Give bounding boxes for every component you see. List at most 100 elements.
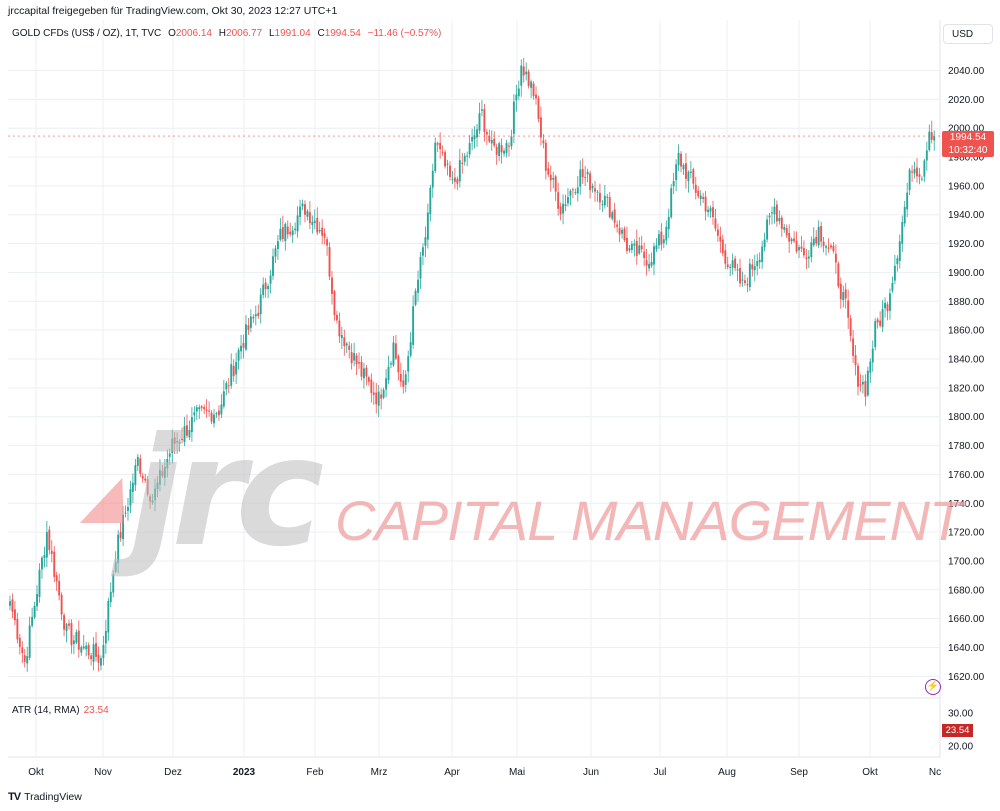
y-tick-label: 1900.00 xyxy=(948,268,985,279)
candle-body xyxy=(178,441,181,444)
candle-body xyxy=(726,264,729,268)
candle-body xyxy=(122,514,125,540)
candle-body xyxy=(68,623,70,626)
candle-body xyxy=(925,150,928,161)
candle-body xyxy=(581,169,584,178)
candle-body xyxy=(168,453,171,457)
candle-body xyxy=(707,209,710,213)
candle-body xyxy=(407,356,410,372)
x-tick-label: Okt xyxy=(28,767,44,778)
candle-body xyxy=(210,412,213,422)
lightning-icon[interactable]: ⚡ xyxy=(925,679,941,695)
candle-body xyxy=(222,391,225,407)
candle-body xyxy=(451,179,454,181)
candle-body xyxy=(535,94,537,99)
x-tick-label: Mrz xyxy=(371,767,388,778)
candle-body xyxy=(48,529,51,551)
candle-body xyxy=(419,257,422,279)
atr-legend[interactable]: ATR (14, RMA) 23.54 xyxy=(12,705,109,716)
legend-high-key: H xyxy=(218,28,227,39)
candle-body xyxy=(195,407,198,412)
candle-body xyxy=(385,378,388,390)
candle-body xyxy=(350,352,353,364)
watermark-brand: jrc xyxy=(130,406,324,580)
candle-body xyxy=(215,413,218,415)
candle-body xyxy=(687,172,690,182)
candle-body xyxy=(95,643,97,657)
candle-body xyxy=(495,146,498,155)
candle-body xyxy=(230,364,233,386)
x-tick-label: Dez xyxy=(164,767,182,778)
candle-body xyxy=(584,176,587,178)
candle-body xyxy=(780,217,783,229)
candle-body xyxy=(321,227,324,236)
candle-body xyxy=(299,206,301,217)
candle-body xyxy=(906,192,909,210)
candle-body xyxy=(908,169,911,191)
x-tick-label: Okt xyxy=(862,767,878,778)
candle-body xyxy=(508,145,510,147)
candle-body xyxy=(498,143,501,157)
candle-body xyxy=(23,655,26,662)
footer-branding[interactable]: TV TradingView xyxy=(8,791,82,803)
candle-body xyxy=(478,113,481,131)
candle-body xyxy=(296,215,299,232)
candle-body xyxy=(471,136,474,142)
candle-body xyxy=(866,370,869,396)
candle-body xyxy=(335,314,338,321)
candle-body xyxy=(554,176,557,192)
currency-button[interactable]: USD xyxy=(943,24,993,44)
x-tick-label: Aug xyxy=(718,767,736,778)
candle-body xyxy=(655,245,658,250)
candle-body xyxy=(913,169,916,174)
candle-body xyxy=(628,248,631,251)
candle-body xyxy=(41,557,43,570)
candle-body xyxy=(43,555,46,559)
candle-body xyxy=(60,594,63,615)
candle-body xyxy=(259,294,262,315)
candle-body xyxy=(761,246,764,263)
candle-body xyxy=(117,534,120,564)
candle-body xyxy=(441,151,444,153)
symbol-name[interactable]: GOLD CFDs (US$ / OZ), 1T, TVC xyxy=(12,28,162,39)
candle-body xyxy=(163,466,166,478)
candle-body xyxy=(699,195,702,199)
candle-body xyxy=(409,342,412,356)
candle-body xyxy=(544,142,547,171)
y-tick-label: 1800.00 xyxy=(948,412,985,423)
candle-body xyxy=(313,220,316,224)
candle-body xyxy=(790,239,793,242)
candle-body xyxy=(453,177,456,182)
y-tick-label: 2000.00 xyxy=(948,124,985,135)
atr-tick-label: 30.00 xyxy=(948,709,973,720)
candle-body xyxy=(611,212,614,219)
candle-body xyxy=(421,247,424,256)
candle-body xyxy=(638,245,641,254)
x-tick-label: Nov xyxy=(94,767,112,778)
candle-body xyxy=(151,500,154,503)
candle-body xyxy=(827,247,830,249)
candle-body xyxy=(21,647,24,653)
candle-body xyxy=(434,142,437,171)
candle-body xyxy=(104,630,107,644)
candle-body xyxy=(579,169,582,187)
candle-body xyxy=(166,458,169,469)
legend-open-key: O xyxy=(168,28,176,39)
candle-body xyxy=(773,206,776,215)
tradingview-logo-icon: TV xyxy=(8,791,21,803)
atr-value: 23.54 xyxy=(83,705,109,716)
candle-body xyxy=(562,203,564,214)
candle-body xyxy=(682,164,685,170)
candle-body xyxy=(377,391,380,406)
candle-body xyxy=(345,343,348,346)
candle-body xyxy=(286,226,289,235)
candle-body xyxy=(857,365,859,387)
candle-body xyxy=(77,630,80,650)
atr-tick-label: 20.00 xyxy=(948,742,973,753)
candle-body xyxy=(920,178,923,180)
x-tick-label: Feb xyxy=(306,767,324,778)
candle-body xyxy=(810,242,813,258)
candle-body xyxy=(820,225,823,242)
candle-body xyxy=(522,66,525,76)
